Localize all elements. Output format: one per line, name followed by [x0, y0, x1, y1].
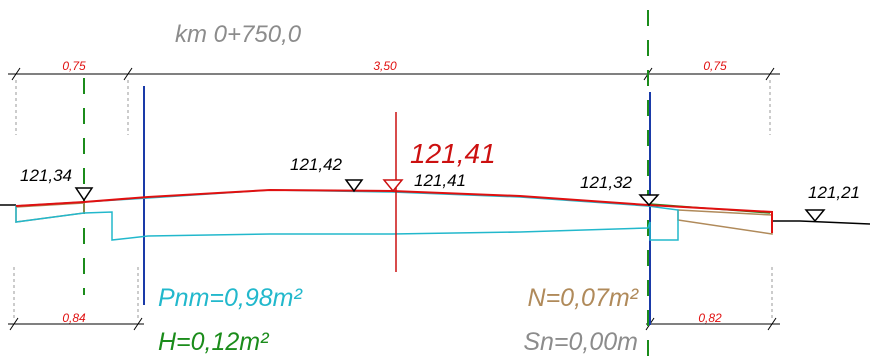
- dim-left-bottom: 0,84: [62, 311, 86, 325]
- earthwork-right: [677, 209, 773, 235]
- design-line: [15, 188, 773, 233]
- elevation-left: 121,34: [20, 166, 72, 185]
- dim-right-lane-top: 0,75: [703, 59, 727, 73]
- elevation-terrain: 121,21: [808, 183, 860, 202]
- elevation-marker-terrain: [804, 209, 826, 223]
- area-sn: Sn=0,00m: [523, 328, 638, 356]
- elevation-marker-axis: [382, 179, 404, 193]
- pavement-structure: [15, 189, 679, 241]
- ground-line-right: [772, 220, 870, 225]
- elevation-marker-right: [638, 194, 660, 207]
- area-pnm: Pnm=0,98m²: [158, 284, 303, 312]
- elevation-mid-left: 121,42: [290, 155, 343, 174]
- elevation-marker-left: [74, 187, 94, 202]
- elevation-axis-main: 121,41: [410, 138, 496, 169]
- elevation-marker-mid-left: [344, 179, 364, 193]
- elevation-axis-small: 121,41: [414, 171, 466, 190]
- station-label: km 0+750,0: [175, 21, 302, 48]
- area-n: N=0,07m²: [528, 284, 640, 312]
- area-h: H=0,12m²: [158, 328, 270, 356]
- elevation-right: 121,32: [580, 173, 633, 192]
- dim-left-lane-top: 0,75: [62, 59, 86, 73]
- dim-carriageway-top: 3,50: [373, 59, 397, 73]
- bottom-dimension-line-left: [8, 267, 144, 331]
- dim-right-bottom: 0,82: [698, 311, 722, 325]
- top-dimension-line: [8, 67, 780, 135]
